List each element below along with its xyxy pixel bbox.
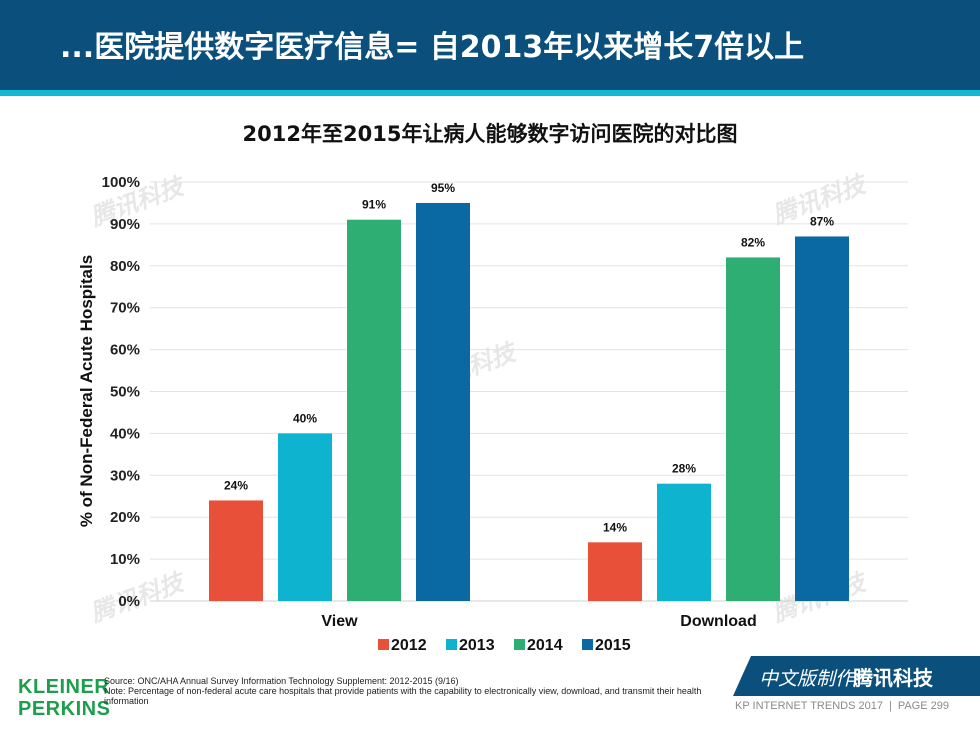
legend-swatch: [378, 639, 389, 650]
header-accent-stripe: [0, 90, 980, 96]
y-tick-label: 80%: [110, 258, 140, 275]
bar: [209, 500, 263, 601]
y-tick-label: 100%: [102, 174, 140, 191]
bar: [278, 433, 332, 601]
y-tick-label: 30%: [110, 467, 140, 484]
y-tick-label: 70%: [110, 300, 140, 317]
page-number: PAGE 299: [897, 700, 949, 712]
y-tick-label: 20%: [110, 509, 140, 526]
badge-text: 中文版制作:: [759, 668, 861, 690]
legend: 2012 2013 2014 2015: [378, 637, 631, 654]
logo-line-2: PERKINS: [18, 698, 111, 720]
footer-separator: |: [888, 700, 892, 712]
y-axis-label: % of Non-Federal Acute Hospitals: [77, 255, 96, 527]
legend-label: 2014: [527, 637, 563, 654]
legend-label: 2015: [595, 637, 631, 654]
legend-swatch: [446, 639, 457, 650]
category-label: View: [321, 613, 358, 630]
category-labels: View Download: [321, 613, 756, 630]
y-tick-label: 40%: [110, 425, 140, 442]
bar: [795, 236, 849, 601]
legend-label: 2012: [391, 637, 427, 654]
bar: [588, 542, 642, 601]
source-note: Source: ONC/AHA Annual Survey Informatio…: [104, 676, 724, 706]
bar: [416, 202, 470, 601]
y-tick-label: 90%: [110, 216, 140, 233]
bar: [726, 257, 780, 601]
category-label: Download: [680, 613, 756, 630]
gridlines: [150, 181, 908, 602]
y-tick-label: 50%: [110, 384, 140, 401]
bar: [347, 219, 401, 601]
badge-brand: 腾讯科技: [853, 666, 933, 690]
data-label: 87%: [810, 214, 834, 228]
bar: [657, 483, 711, 601]
data-label: 14%: [603, 520, 627, 534]
y-tick-label: 0%: [118, 593, 140, 610]
y-axis-ticks: 0% 10% 20% 30% 40% 50% 60% 70% 80% 90% 100%: [102, 174, 140, 610]
data-label: 24%: [224, 478, 248, 492]
bars: [209, 202, 849, 601]
report-name: KP INTERNET TRENDS 2017: [735, 700, 883, 712]
data-labels: 24% 40% 91% 95% 14% 28% 82% 87%: [224, 181, 834, 534]
data-label: 91%: [362, 198, 386, 212]
chart-title: 2012年至2015年让病人能够数字访问医院的对比图: [242, 122, 738, 146]
note-text: Note: Percentage of non-federal acute ca…: [104, 686, 702, 706]
y-tick-label: 10%: [110, 551, 140, 568]
header-bar: [0, 0, 980, 90]
legend-swatch: [514, 639, 525, 650]
legend-swatch: [582, 639, 593, 650]
page-title: ...医院提供数字医疗信息= 自2013年以来增长7倍以上: [60, 30, 805, 65]
data-label: 28%: [672, 462, 696, 476]
source-text: Source: ONC/AHA Annual Survey Informatio…: [104, 676, 459, 686]
tencent-badge: 中文版制作: 腾讯科技: [733, 656, 980, 696]
legend-label: 2013: [459, 637, 495, 654]
data-label: 95%: [431, 181, 455, 195]
footer-page-info: KP INTERNET TRENDS 2017 | PAGE 299: [735, 700, 949, 712]
y-tick-label: 60%: [110, 342, 140, 359]
logo-line-1: KLEINER: [18, 676, 110, 698]
data-label: 40%: [293, 411, 317, 425]
data-label: 82%: [741, 235, 765, 249]
kleiner-perkins-logo: KLEINER PERKINS: [18, 676, 110, 720]
